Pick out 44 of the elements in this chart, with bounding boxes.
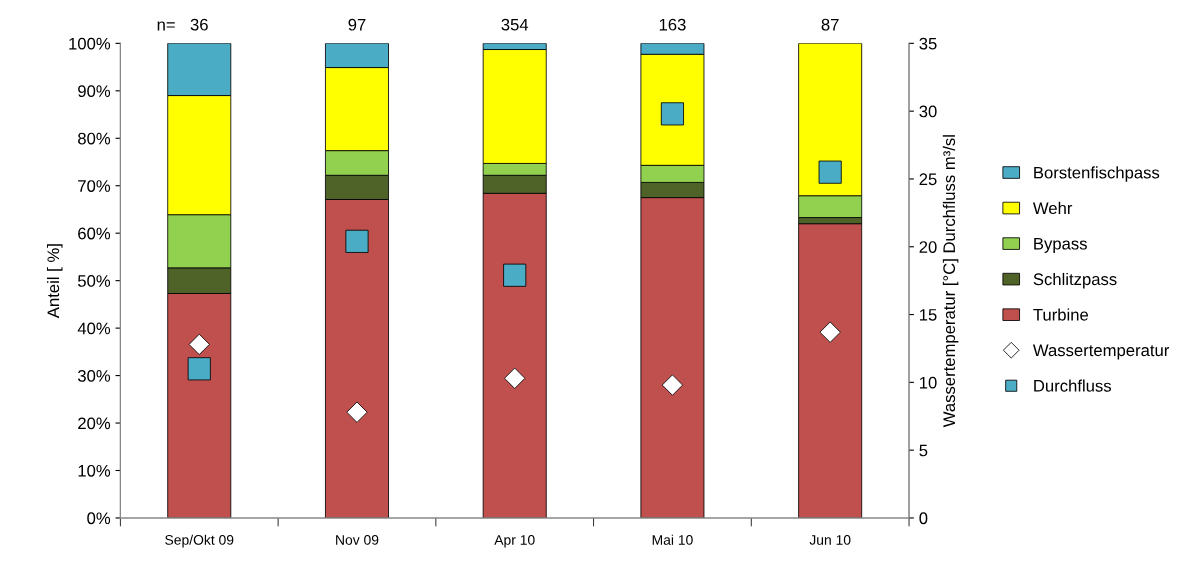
y2-tick-label: 0 <box>919 512 928 525</box>
point <box>503 263 527 287</box>
legend-label: Borstenfischpass <box>1034 166 1160 182</box>
legend-label: Durchfluss <box>1034 379 1112 392</box>
legend-label: Wassertemperatur <box>1032 344 1170 360</box>
y-tick-label: 50% <box>77 275 111 287</box>
x-tick-label: Jun 10 <box>809 534 851 545</box>
y2-axis-title: Wassertemperatur [°C] Durchfluss m³/sl <box>942 135 959 428</box>
point <box>818 160 842 184</box>
y-tick-label: 100% <box>69 37 111 50</box>
legend-label: Schlitzpass <box>1033 272 1117 289</box>
y-tick-label: 60% <box>78 227 111 240</box>
text: 163 <box>659 18 686 31</box>
text: 97 <box>348 18 366 31</box>
y2-tick-label: 30 <box>919 105 937 118</box>
text: 354 <box>501 18 529 31</box>
y2-tick-label: 20 <box>919 241 937 253</box>
point <box>345 229 369 253</box>
text: n= <box>157 21 175 31</box>
x-tick-label: Nov 09 <box>336 534 379 545</box>
y-tick-label: 0% <box>87 512 111 525</box>
y2-tick-label: 15 <box>920 309 937 321</box>
y-axis-title: Anteil [ %] <box>46 244 63 319</box>
y-tick-label: 20% <box>78 417 111 430</box>
point <box>819 321 841 343</box>
y-tick-label: 90% <box>78 85 111 98</box>
point <box>504 367 526 389</box>
legend-label: Turbine <box>1033 308 1089 321</box>
text: 87 <box>821 18 839 31</box>
y-tick-label: 80% <box>78 132 111 145</box>
x-tick-label: Mai 10 <box>652 534 693 545</box>
y2-tick-label: 10 <box>920 376 937 389</box>
y-tick-label: 40% <box>77 322 111 335</box>
text: 36 <box>190 18 208 31</box>
y2-tick-label: 5 <box>919 444 928 457</box>
legend-label: Bypass <box>1034 237 1087 253</box>
y-tick-label: 30% <box>77 369 111 382</box>
y-tick-label: 10% <box>78 464 111 477</box>
x-tick-label: Apr 10 <box>494 534 535 548</box>
x-tick-label: Sep/Okt 09 <box>165 534 234 548</box>
y2-tick-label: 25 <box>919 173 937 186</box>
y2-tick-label: 35 <box>919 37 937 50</box>
legend-label: Wehr <box>1032 201 1073 215</box>
y-tick-label: 70% <box>78 180 111 192</box>
